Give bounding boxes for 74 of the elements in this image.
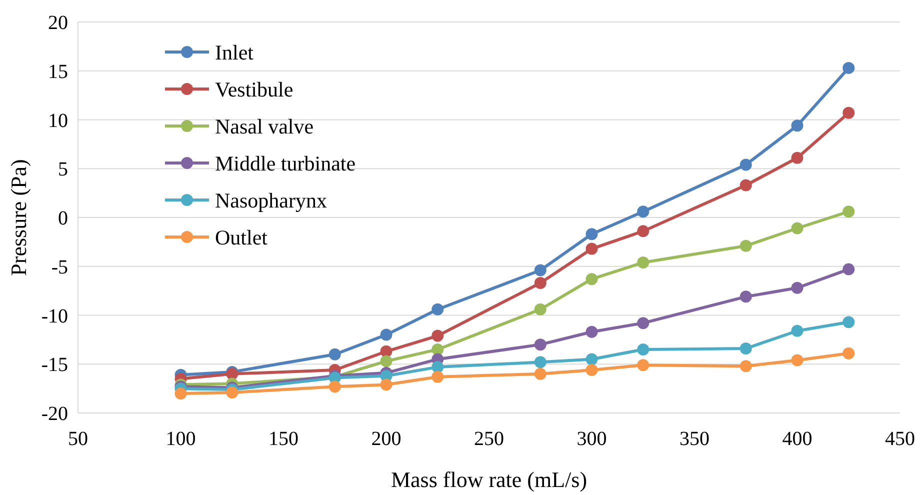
x-tick-label: 350 bbox=[680, 428, 710, 450]
point bbox=[637, 343, 650, 356]
point bbox=[586, 273, 598, 286]
x-tick-label: 400 bbox=[782, 428, 812, 450]
point bbox=[534, 356, 546, 368]
point bbox=[586, 364, 598, 376]
y-axis-title: Pressure (Pa) bbox=[6, 159, 31, 276]
point bbox=[432, 370, 444, 383]
point bbox=[637, 317, 650, 330]
point bbox=[842, 263, 855, 276]
legend-label: Nasopharynx bbox=[215, 188, 328, 212]
point bbox=[534, 276, 546, 289]
point bbox=[380, 355, 392, 368]
legend-label: Middle turbinate bbox=[215, 151, 356, 176]
y-tick-label: -15 bbox=[41, 354, 68, 376]
point bbox=[534, 338, 546, 351]
point bbox=[586, 353, 598, 366]
point bbox=[586, 326, 598, 338]
y-tick-label: -5 bbox=[51, 256, 68, 278]
point bbox=[174, 387, 187, 400]
point bbox=[637, 256, 650, 268]
x-tick-label: 100 bbox=[166, 428, 196, 450]
point bbox=[586, 242, 598, 255]
x-tick-label: 150 bbox=[268, 428, 298, 450]
point bbox=[791, 222, 804, 234]
point bbox=[740, 240, 752, 252]
point bbox=[637, 359, 650, 372]
x-tick-label: 50 bbox=[68, 428, 88, 450]
point bbox=[380, 378, 392, 391]
x-tick-label: 200 bbox=[371, 428, 402, 450]
point bbox=[432, 330, 444, 342]
point bbox=[328, 380, 341, 393]
point bbox=[380, 328, 392, 341]
point bbox=[791, 152, 804, 164]
y-tick-label: 20 bbox=[48, 12, 68, 34]
point bbox=[534, 368, 546, 380]
point bbox=[328, 348, 341, 360]
point bbox=[432, 343, 444, 356]
point bbox=[791, 120, 804, 132]
point bbox=[842, 347, 855, 360]
point bbox=[586, 228, 598, 240]
point bbox=[740, 360, 752, 372]
x-tick-label: 450 bbox=[885, 428, 915, 450]
point bbox=[842, 106, 855, 119]
point bbox=[637, 206, 650, 218]
y-tick-label: -10 bbox=[41, 305, 68, 328]
y-tick-label: -20 bbox=[41, 403, 68, 425]
point bbox=[842, 206, 855, 218]
point bbox=[740, 290, 752, 303]
legend-label: Outlet bbox=[215, 225, 268, 250]
point bbox=[740, 179, 752, 192]
legend-label: Vestibule bbox=[215, 77, 294, 102]
y-tick-label: 0 bbox=[58, 208, 68, 230]
point bbox=[791, 354, 804, 366]
y-tick-label: 15 bbox=[48, 60, 68, 83]
point bbox=[226, 386, 238, 398]
x-axis-title: Mass flow rate (mL/s) bbox=[390, 467, 588, 492]
point bbox=[842, 316, 855, 328]
point bbox=[791, 324, 804, 337]
point bbox=[791, 282, 804, 294]
point bbox=[740, 342, 752, 354]
y-tick-label: 10 bbox=[48, 110, 68, 132]
legend-label: Nasal valve bbox=[215, 114, 314, 138]
point bbox=[534, 264, 546, 276]
x-tick-label: 300 bbox=[576, 428, 607, 450]
point bbox=[842, 62, 855, 74]
point bbox=[534, 303, 546, 316]
x-tick-label: 250 bbox=[474, 428, 504, 450]
point bbox=[740, 158, 752, 171]
point bbox=[637, 225, 650, 238]
point bbox=[432, 361, 444, 374]
legend-label: Inlet bbox=[215, 40, 254, 64]
y-tick-label: 5 bbox=[58, 158, 68, 181]
point bbox=[432, 303, 444, 316]
